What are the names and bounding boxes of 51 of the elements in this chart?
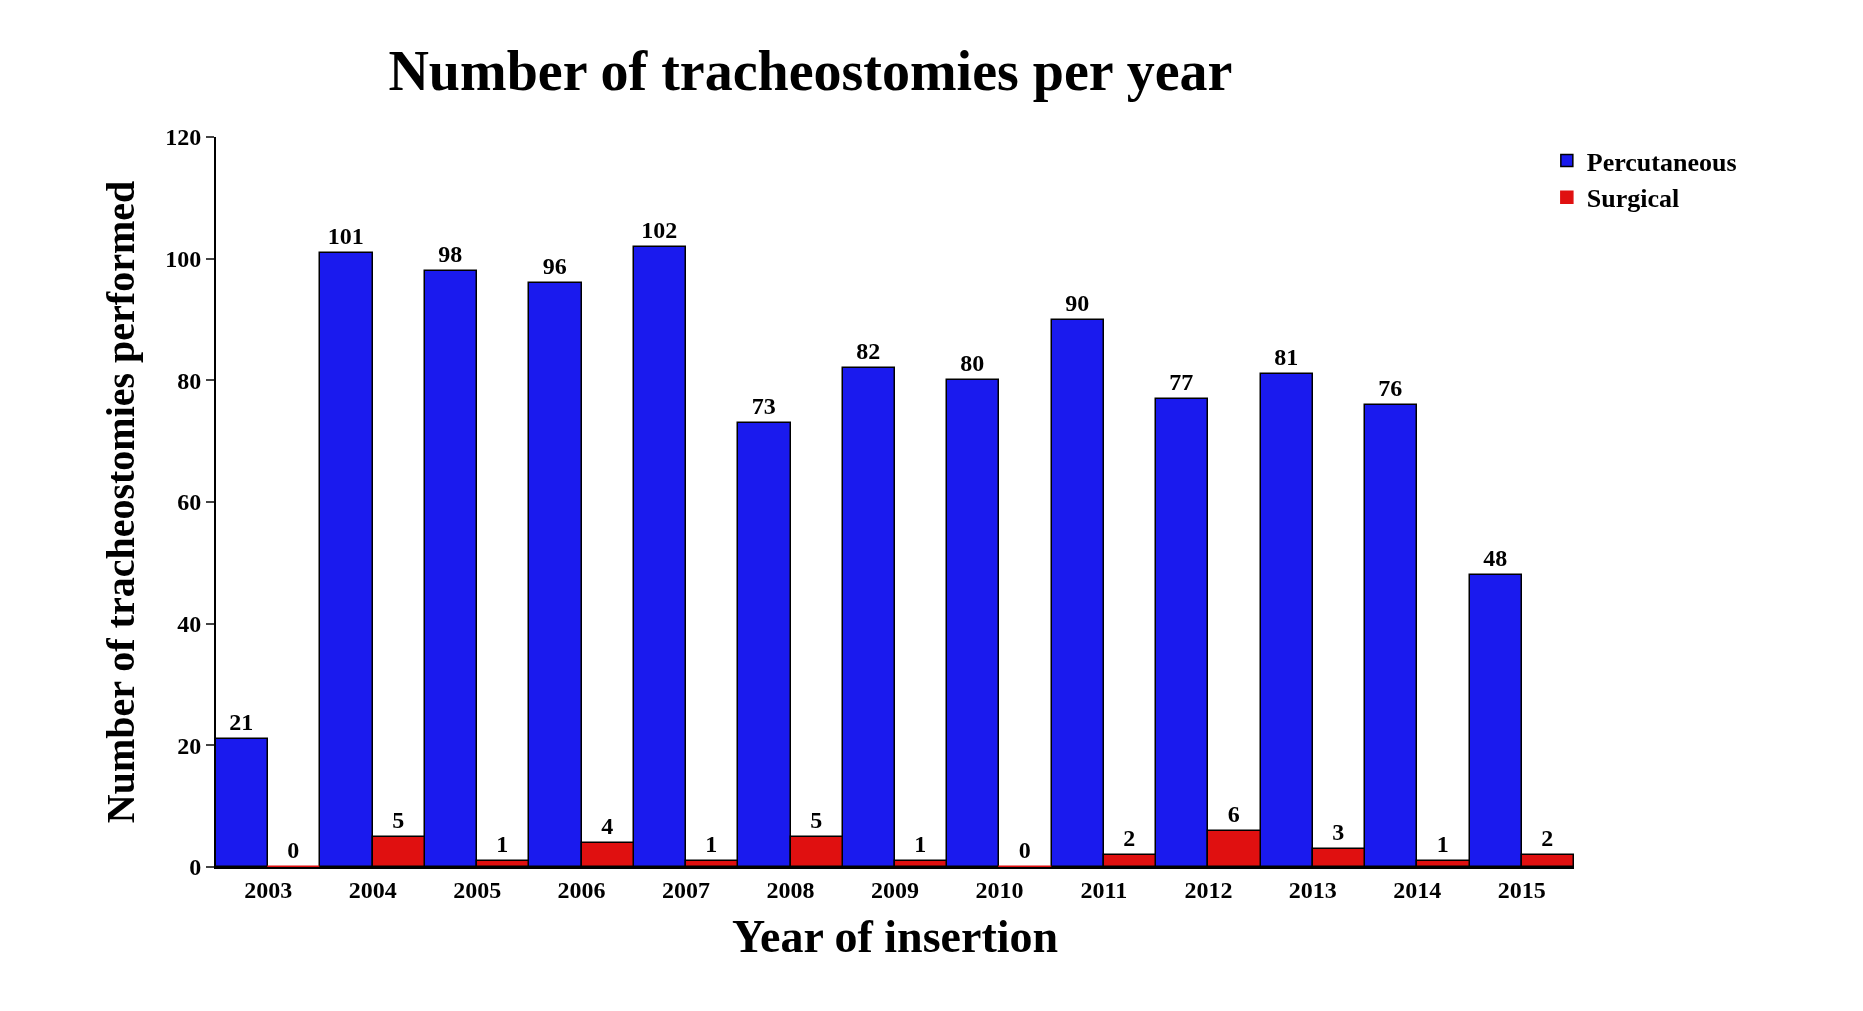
data-label: 101: [327, 223, 364, 250]
x-tick-label: 2003: [244, 876, 293, 903]
x-tick-label: 2012: [1184, 876, 1233, 903]
data-label: 90: [1065, 290, 1090, 317]
y-tick-label: 0: [189, 854, 202, 881]
data-label: 81: [1274, 344, 1299, 371]
x-tick-label: 2011: [1080, 876, 1128, 903]
data-label: 80: [960, 350, 985, 377]
data-label: 2: [1541, 825, 1554, 852]
x-tick-label: 2009: [871, 876, 919, 903]
y-tick-label: 120: [165, 124, 202, 151]
x-tick-label: 2013: [1288, 876, 1337, 903]
x-tick-label: 2006: [557, 876, 606, 903]
legend-label: Surgical: [1586, 184, 1680, 214]
data-label: 21: [229, 709, 254, 736]
data-label: 77: [1169, 369, 1194, 396]
data-label: 102: [641, 217, 678, 244]
data-label: 5: [810, 807, 823, 834]
data-label: 1: [1436, 831, 1449, 858]
y-tick-label: 80: [177, 367, 202, 394]
y-tick-label: 100: [165, 246, 202, 273]
data-label: 82: [856, 338, 881, 365]
x-tick-label: 2008: [766, 876, 815, 903]
data-label: 1: [914, 831, 927, 858]
data-label: 73: [751, 393, 776, 420]
data-label: 4: [601, 813, 614, 840]
data-label: 0: [287, 837, 300, 864]
x-tick-label: 2005: [453, 876, 502, 903]
legend-label: Percutaneous: [1586, 147, 1737, 177]
chart-title: Number of tracheostomies per year: [388, 40, 1233, 103]
data-label: 48: [1483, 545, 1508, 572]
data-label: 2: [1123, 825, 1136, 852]
data-label: 5: [392, 807, 405, 834]
y-tick-label: 40: [177, 611, 202, 638]
y-tick-label: 20: [177, 732, 202, 759]
y-tick-label: 60: [177, 489, 202, 516]
data-label: 96: [542, 253, 567, 280]
x-tick-label: 2014: [1393, 876, 1442, 903]
y-axis-title: Number of tracheostomies performed: [98, 180, 144, 824]
x-tick-label: 2015: [1497, 876, 1546, 903]
data-label: 1: [496, 831, 509, 858]
data-label: 76: [1378, 375, 1403, 402]
data-label: 98: [438, 241, 463, 268]
x-tick-label: 2007: [662, 876, 711, 903]
data-label: 3: [1332, 819, 1345, 846]
x-tick-label: 2010: [975, 876, 1024, 903]
x-tick-label: 2004: [348, 876, 397, 903]
data-label: 6: [1227, 801, 1240, 828]
data-label: 1: [705, 831, 718, 858]
x-axis-title: Year of insertion: [731, 911, 1059, 962]
data-label: 0: [1018, 837, 1031, 864]
